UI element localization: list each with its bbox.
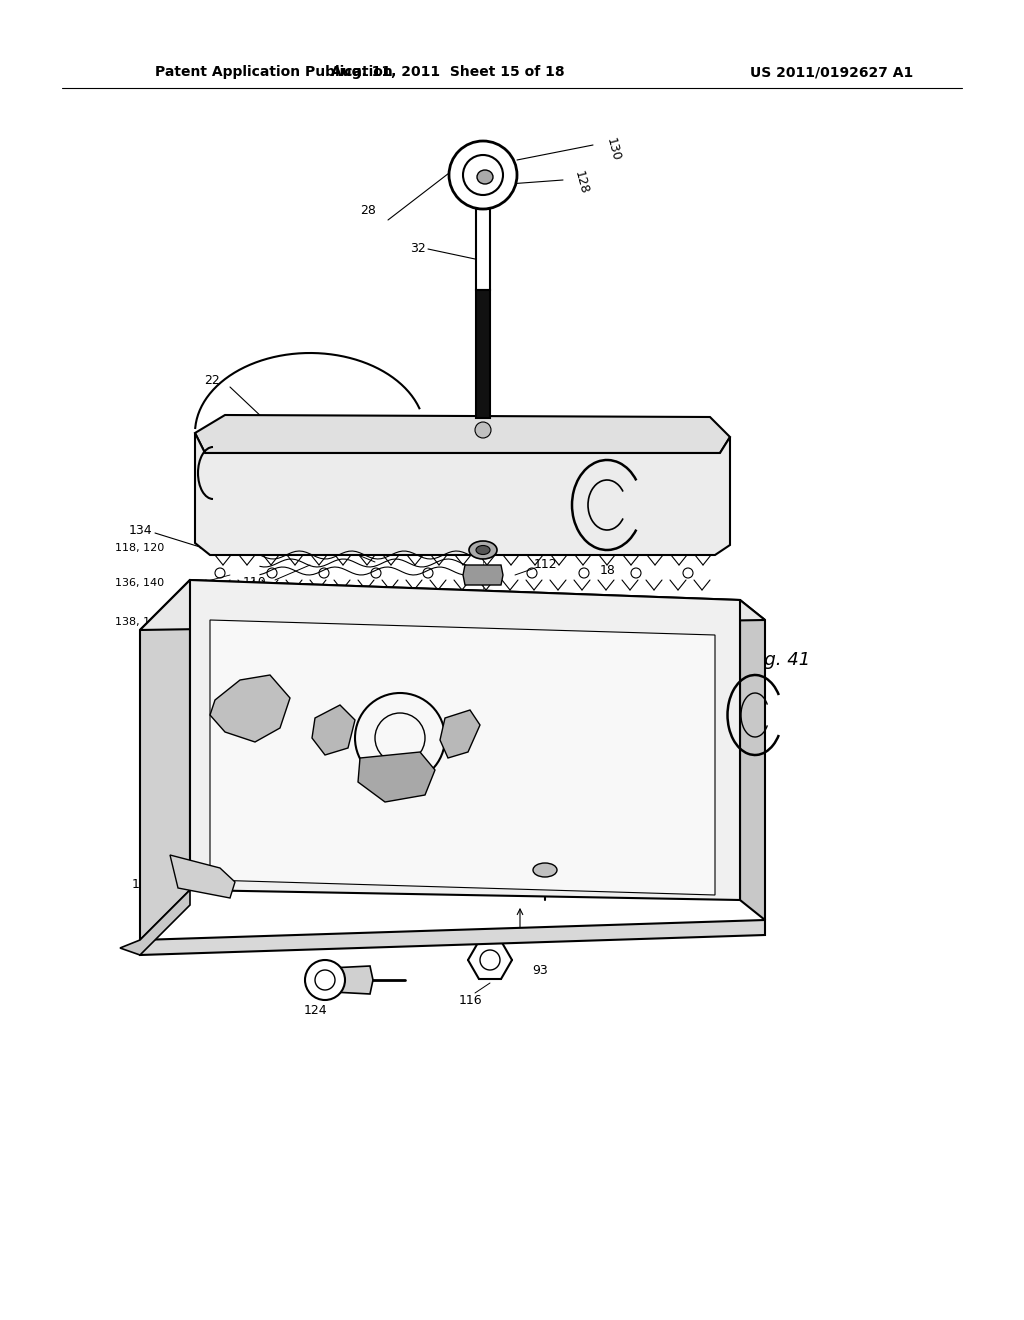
Text: 83: 83 (460, 715, 476, 729)
Text: Aug. 11, 2011  Sheet 15 of 18: Aug. 11, 2011 Sheet 15 of 18 (331, 65, 565, 79)
Ellipse shape (476, 545, 490, 554)
Polygon shape (358, 752, 435, 803)
Text: 114: 114 (397, 774, 419, 783)
Text: 32: 32 (411, 243, 426, 256)
Ellipse shape (477, 170, 493, 183)
Polygon shape (140, 579, 765, 630)
Text: 136, 140: 136, 140 (115, 578, 164, 587)
Polygon shape (740, 601, 765, 920)
Text: Patent Application Publication: Patent Application Publication (155, 65, 393, 79)
Text: 83: 83 (317, 718, 333, 731)
Text: 110: 110 (243, 576, 267, 589)
Text: US 2011/0192627 A1: US 2011/0192627 A1 (750, 65, 913, 79)
Circle shape (480, 950, 500, 970)
Text: 130: 130 (604, 137, 623, 164)
Text: 138, 142: 138, 142 (115, 616, 165, 627)
Text: 124: 124 (303, 1003, 327, 1016)
Polygon shape (190, 579, 740, 900)
Polygon shape (210, 620, 715, 895)
Polygon shape (440, 710, 480, 758)
Polygon shape (210, 675, 290, 742)
Text: 16: 16 (167, 863, 183, 876)
Text: 132: 132 (328, 461, 352, 474)
Ellipse shape (469, 541, 497, 558)
Circle shape (475, 422, 490, 438)
Text: Fig. 41: Fig. 41 (750, 651, 811, 669)
Polygon shape (463, 565, 503, 585)
Polygon shape (195, 414, 730, 453)
Text: 81: 81 (287, 545, 303, 558)
Text: 118, 120: 118, 120 (115, 543, 164, 553)
Ellipse shape (534, 863, 557, 876)
Text: 134: 134 (128, 524, 152, 536)
Polygon shape (476, 290, 490, 418)
Text: 20: 20 (217, 874, 232, 887)
Text: 114: 114 (351, 774, 373, 783)
Polygon shape (195, 433, 730, 554)
Text: 112: 112 (534, 558, 557, 572)
Text: 122: 122 (688, 494, 712, 507)
Polygon shape (120, 890, 190, 954)
Polygon shape (476, 209, 490, 290)
Text: 81: 81 (497, 545, 513, 558)
Text: 34: 34 (337, 545, 353, 558)
Text: 87: 87 (222, 704, 238, 717)
Text: 18: 18 (600, 564, 616, 577)
Text: 116: 116 (458, 994, 482, 1006)
Text: 22: 22 (204, 374, 220, 387)
Circle shape (449, 141, 517, 209)
Text: 23: 23 (252, 754, 268, 767)
Polygon shape (140, 920, 765, 954)
Polygon shape (170, 855, 234, 898)
Text: 93: 93 (532, 964, 548, 977)
Text: 10: 10 (132, 879, 147, 891)
Polygon shape (330, 966, 373, 994)
Circle shape (305, 960, 345, 1001)
Text: 85: 85 (422, 762, 438, 775)
Text: 28: 28 (360, 203, 376, 216)
Text: 128: 128 (571, 170, 591, 197)
Polygon shape (312, 705, 355, 755)
Polygon shape (140, 579, 190, 940)
